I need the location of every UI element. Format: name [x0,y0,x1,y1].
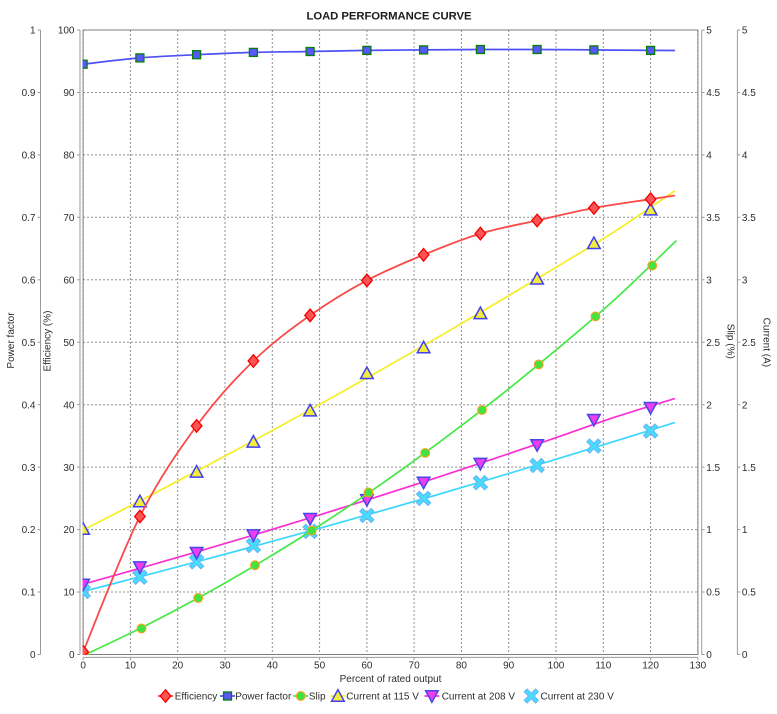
svg-text:4: 4 [742,151,748,162]
svg-text:Percent of rated output: Percent of rated output [340,674,442,685]
svg-text:0: 0 [69,650,75,661]
svg-text:0.1: 0.1 [22,588,36,599]
svg-text:5: 5 [706,26,712,37]
svg-text:0.5: 0.5 [742,588,756,599]
svg-text:90: 90 [503,661,515,672]
svg-text:0.4: 0.4 [22,400,36,411]
svg-text:3.5: 3.5 [706,213,720,224]
svg-text:120: 120 [642,661,659,672]
svg-text:3: 3 [742,275,748,286]
svg-text:40: 40 [63,400,75,411]
svg-text:0.3: 0.3 [22,463,36,474]
svg-text:2: 2 [742,400,748,411]
svg-text:60: 60 [361,661,373,672]
svg-text:2.5: 2.5 [706,338,720,349]
svg-text:0.9: 0.9 [22,88,36,99]
svg-text:Current (A): Current (A) [760,318,771,367]
svg-text:30: 30 [219,661,231,672]
svg-text:1: 1 [742,525,748,536]
svg-text:80: 80 [63,151,75,162]
svg-text:Current at 230 V: Current at 230 V [541,692,615,703]
svg-text:4.5: 4.5 [706,88,720,99]
svg-text:60: 60 [63,275,75,286]
svg-text:20: 20 [172,661,184,672]
svg-text:70: 70 [409,661,421,672]
svg-text:Current at 115 V: Current at 115 V [346,692,419,703]
svg-text:4: 4 [706,151,712,162]
svg-text:2.5: 2.5 [742,338,756,349]
svg-text:3.5: 3.5 [742,213,756,224]
svg-text:0.6: 0.6 [22,275,36,286]
svg-text:Power factor: Power factor [6,312,17,369]
svg-text:80: 80 [456,661,468,672]
svg-text:LOAD PERFORMANCE CURVE: LOAD PERFORMANCE CURVE [306,11,472,23]
svg-text:40: 40 [267,661,279,672]
svg-text:0: 0 [706,650,712,661]
svg-text:1: 1 [30,26,36,37]
svg-text:130: 130 [690,661,707,672]
svg-text:2: 2 [706,400,712,411]
svg-text:0: 0 [30,650,36,661]
svg-text:Power factor: Power factor [235,692,292,703]
svg-text:20: 20 [63,525,75,536]
svg-text:110: 110 [595,661,611,672]
svg-text:30: 30 [63,463,75,474]
svg-text:Slip (%): Slip (%) [724,324,735,359]
svg-text:90: 90 [63,88,75,99]
svg-text:Efficiency (%): Efficiency (%) [42,311,53,372]
svg-text:50: 50 [63,338,75,349]
svg-text:70: 70 [63,213,75,224]
svg-text:4.5: 4.5 [742,88,756,99]
svg-text:10: 10 [125,661,137,672]
svg-text:Efficiency: Efficiency [175,692,218,703]
svg-text:1: 1 [706,525,712,536]
svg-text:100: 100 [58,26,75,37]
svg-text:100: 100 [548,661,565,672]
svg-text:Current at 208 V: Current at 208 V [442,692,516,703]
svg-text:0.2: 0.2 [22,525,36,536]
svg-text:10: 10 [63,588,75,599]
svg-text:3: 3 [706,275,712,286]
svg-text:0.8: 0.8 [22,151,36,162]
svg-text:50: 50 [314,661,326,672]
svg-text:1.5: 1.5 [742,463,756,474]
svg-text:0.5: 0.5 [706,588,720,599]
svg-text:5: 5 [742,26,748,37]
svg-text:1.5: 1.5 [706,463,720,474]
svg-text:0: 0 [742,650,748,661]
svg-text:0.5: 0.5 [22,338,36,349]
svg-text:Slip: Slip [309,692,326,703]
svg-text:0: 0 [80,661,86,672]
svg-text:0.7: 0.7 [22,213,36,224]
